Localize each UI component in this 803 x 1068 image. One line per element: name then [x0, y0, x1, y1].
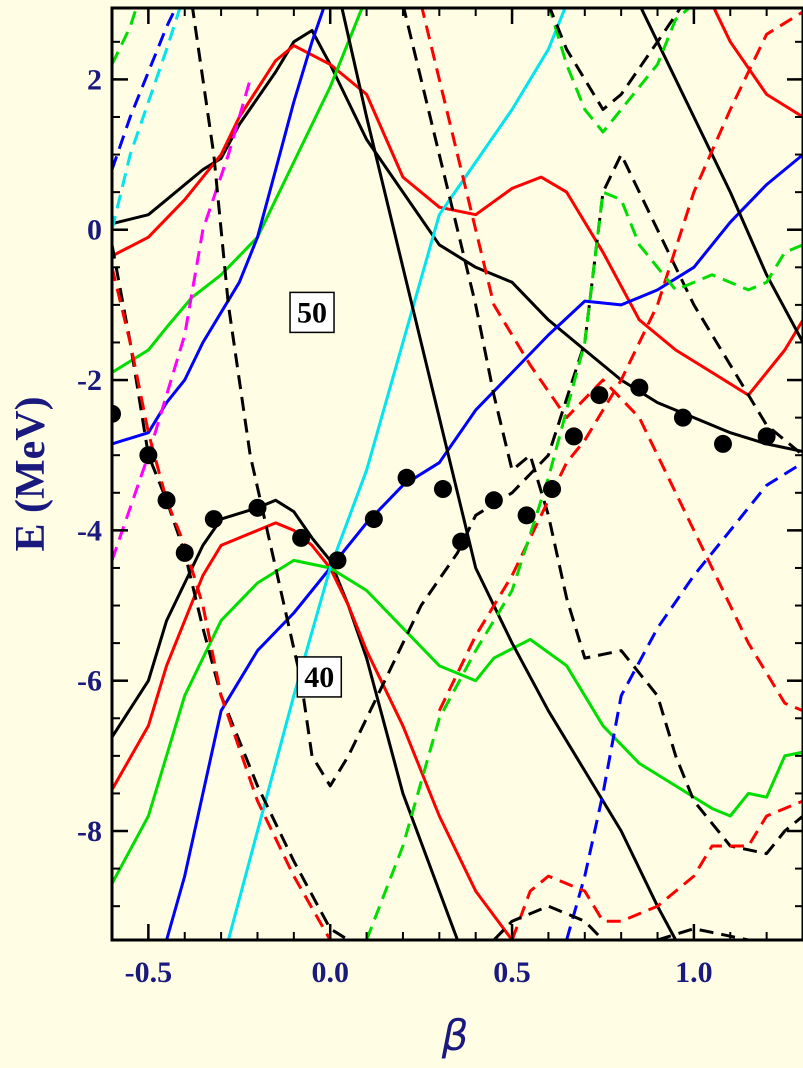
- x-tick-label: 0.0: [311, 956, 349, 989]
- label-box-50: 50: [289, 291, 335, 334]
- series-line-3: [112, 8, 364, 374]
- data-marker-15: [543, 480, 562, 499]
- series-line-15: [112, 8, 138, 66]
- label-box-frame: [296, 656, 343, 698]
- data-marker-8: [328, 551, 347, 570]
- series-line-19: [191, 8, 803, 788]
- data-marker-5: [204, 510, 223, 529]
- data-marker-18: [630, 378, 649, 397]
- data-marker-6: [248, 498, 267, 517]
- series-line-14: [112, 8, 182, 231]
- axes-layer: -0.5 0.0 0.5 1.0 -8 -6 -4 -2 0 2: [77, 6, 803, 989]
- data-marker-14: [517, 506, 536, 525]
- label-box-text: 50: [297, 296, 327, 329]
- y-tick-label: -8: [77, 815, 102, 848]
- series-line-18: [112, 266, 332, 940]
- data-marker-11: [433, 480, 452, 499]
- series-line-24: [547, 8, 692, 134]
- series-line-5: [112, 498, 459, 940]
- data-marker-20: [713, 434, 732, 453]
- series-line-7: [112, 558, 803, 885]
- series-line-9: [226, 8, 567, 940]
- x-axis-title: β: [441, 1011, 469, 1060]
- x-tick-label: 0.5: [493, 956, 531, 989]
- data-marker-3: [157, 491, 176, 510]
- data-marker-19: [673, 408, 692, 427]
- y-axis-title: E (MeV): [8, 396, 54, 551]
- series-line-13: [112, 8, 178, 171]
- series-line-26: [565, 461, 803, 940]
- label-box-frame: [289, 291, 335, 334]
- label-box-40: 40: [296, 656, 343, 698]
- data-marker-2: [139, 446, 158, 465]
- series-layer: [112, 8, 803, 940]
- data-marker-10: [397, 468, 416, 487]
- label-box-text: 40: [304, 661, 334, 694]
- x-tick-label: -0.5: [125, 956, 173, 989]
- plot-frame: [110, 6, 803, 942]
- series-line-25: [548, 8, 683, 111]
- y-tick-label: -6: [77, 665, 102, 698]
- data-marker-4: [175, 543, 194, 562]
- series-line-27: [510, 799, 803, 940]
- data-marker-13: [484, 491, 503, 510]
- series-line-21: [420, 8, 803, 713]
- series-line-8: [165, 153, 803, 940]
- x-tick-label: 1.0: [675, 956, 713, 989]
- series-line-29: [657, 927, 749, 940]
- annotation-layer: 50 40: [289, 291, 343, 698]
- data-marker-12: [452, 532, 471, 551]
- series-line-23: [365, 190, 803, 940]
- series-line-12: [712, 8, 803, 119]
- y-tick-label: 2: [87, 63, 102, 96]
- series-line-17: [112, 244, 350, 940]
- y-tick-label: 0: [87, 214, 102, 247]
- data-marker-17: [590, 386, 609, 405]
- plot-area: 50 40: [112, 8, 803, 940]
- data-marker-9: [364, 510, 383, 529]
- data-marker-21: [757, 427, 776, 446]
- series-line-22: [437, 10, 803, 712]
- series-line-2: [112, 44, 803, 397]
- data-marker-16: [564, 427, 583, 446]
- series-line-28: [492, 904, 605, 940]
- y-tick-label: -4: [77, 514, 102, 547]
- data-marker-7: [292, 528, 311, 547]
- series-line-11: [639, 8, 803, 344]
- marker-layer: [112, 378, 776, 570]
- y-tick-label: -2: [77, 364, 102, 397]
